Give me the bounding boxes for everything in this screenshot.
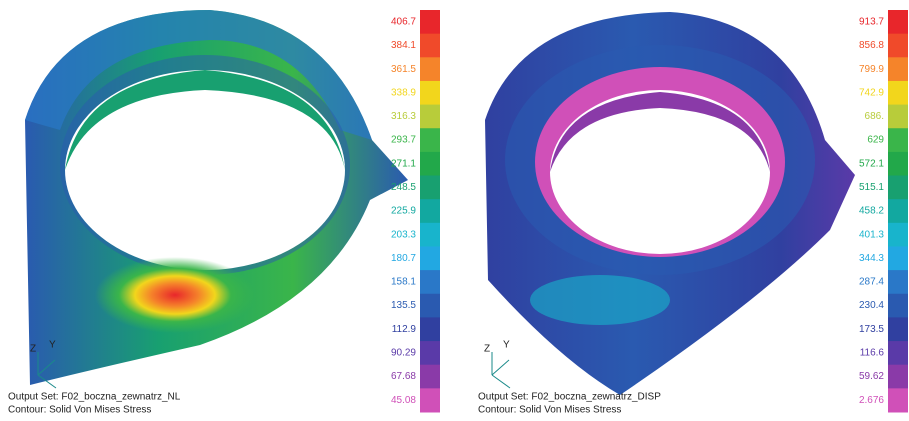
legend-swatch <box>888 365 908 389</box>
legend-swatch <box>888 270 908 294</box>
left-model <box>25 10 408 385</box>
contour: Contour: Solid Von Mises Stress <box>8 405 151 416</box>
legend-label: 515.1 <box>859 182 884 193</box>
legend-label: 112.9 <box>392 324 417 335</box>
legend-label: 293.7 <box>391 135 416 146</box>
legend-label: 338.9 <box>391 87 416 98</box>
legend-label: 799.9 <box>859 64 884 75</box>
axis-label: Z <box>30 344 36 355</box>
contour: Contour: Solid Von Mises Stress <box>478 405 621 416</box>
screenshot: Z Y Z Y Output Set: F02_boczna_zewnatrz_… <box>0 0 909 421</box>
legend-swatch <box>420 176 440 200</box>
legend-swatch <box>420 388 440 412</box>
legend-swatch <box>420 34 440 58</box>
legend-swatch <box>420 199 440 223</box>
legend-label: 135.5 <box>391 300 416 311</box>
legend-swatch <box>420 57 440 81</box>
legend-swatch <box>888 152 908 176</box>
output-set: Output Set: F02_boczna_zewnatrz_NL <box>8 392 181 403</box>
legend-label: 344.3 <box>859 253 884 264</box>
legend-swatch <box>888 341 908 365</box>
output-set: Output Set: F02_boczna_zewnatrz_DISP <box>478 392 661 403</box>
legend-swatch <box>420 270 440 294</box>
legend-label: 45.08 <box>391 395 416 406</box>
legend-swatch <box>420 341 440 365</box>
legend-label: 401.3 <box>859 229 884 240</box>
legend-swatch <box>420 294 440 318</box>
legend-label: 686. <box>865 111 884 122</box>
legend-swatch <box>420 10 440 34</box>
legend-label: 59.62 <box>859 371 884 382</box>
legend-label: 158.1 <box>391 277 416 288</box>
legend-label: 458.2 <box>859 206 884 217</box>
legend-label: 742.9 <box>859 87 884 98</box>
legend-label: 384.1 <box>391 40 416 51</box>
legend-swatch <box>888 317 908 341</box>
legend-label: 913.7 <box>859 16 884 27</box>
axis-label: Y <box>49 340 56 351</box>
right-triad <box>492 352 510 388</box>
legend-swatch <box>888 246 908 270</box>
legend-label: 203.3 <box>391 229 416 240</box>
legend-label: 856.8 <box>859 40 884 51</box>
legend-swatch <box>420 317 440 341</box>
legend-swatch <box>888 105 908 129</box>
legend-swatch <box>420 152 440 176</box>
legend-swatch <box>420 128 440 152</box>
legend-label: 230.4 <box>859 300 884 311</box>
legend-label: 225.9 <box>391 206 416 217</box>
legend-swatch <box>888 34 908 58</box>
legend-label: 173.5 <box>859 324 884 335</box>
legend-label: 180.7 <box>391 253 416 264</box>
legend-label: 406.7 <box>391 16 416 27</box>
legend-label: 361.5 <box>391 64 416 75</box>
legend-label: 271.1 <box>391 158 416 169</box>
legend-label: 67.68 <box>391 371 416 382</box>
legend-label: 629 <box>867 135 884 146</box>
legend-label: 572.1 <box>859 158 884 169</box>
legend-swatch <box>888 176 908 200</box>
legend-swatch <box>888 388 908 412</box>
legend-swatch <box>888 10 908 34</box>
legend-swatch <box>420 246 440 270</box>
legend-label: 2.676 <box>859 395 884 406</box>
legend-label: 90.29 <box>391 348 416 359</box>
legend-label: 287.4 <box>859 277 884 288</box>
axis-label: Z <box>484 344 490 355</box>
legend-swatch <box>888 81 908 105</box>
legend-swatch <box>420 81 440 105</box>
legend-swatch <box>420 365 440 389</box>
legend-swatch <box>420 223 440 247</box>
legend-swatch <box>888 128 908 152</box>
legend-label: 248.5 <box>391 182 416 193</box>
legend-swatch <box>888 294 908 318</box>
legend-swatch <box>888 57 908 81</box>
axis-label: Y <box>503 340 510 351</box>
legend-swatch <box>888 199 908 223</box>
legend-label: 316.3 <box>391 111 416 122</box>
legend-swatch <box>888 223 908 247</box>
legend-label: 116.6 <box>860 348 885 359</box>
legend-swatch <box>420 105 440 129</box>
right-model <box>485 12 855 395</box>
